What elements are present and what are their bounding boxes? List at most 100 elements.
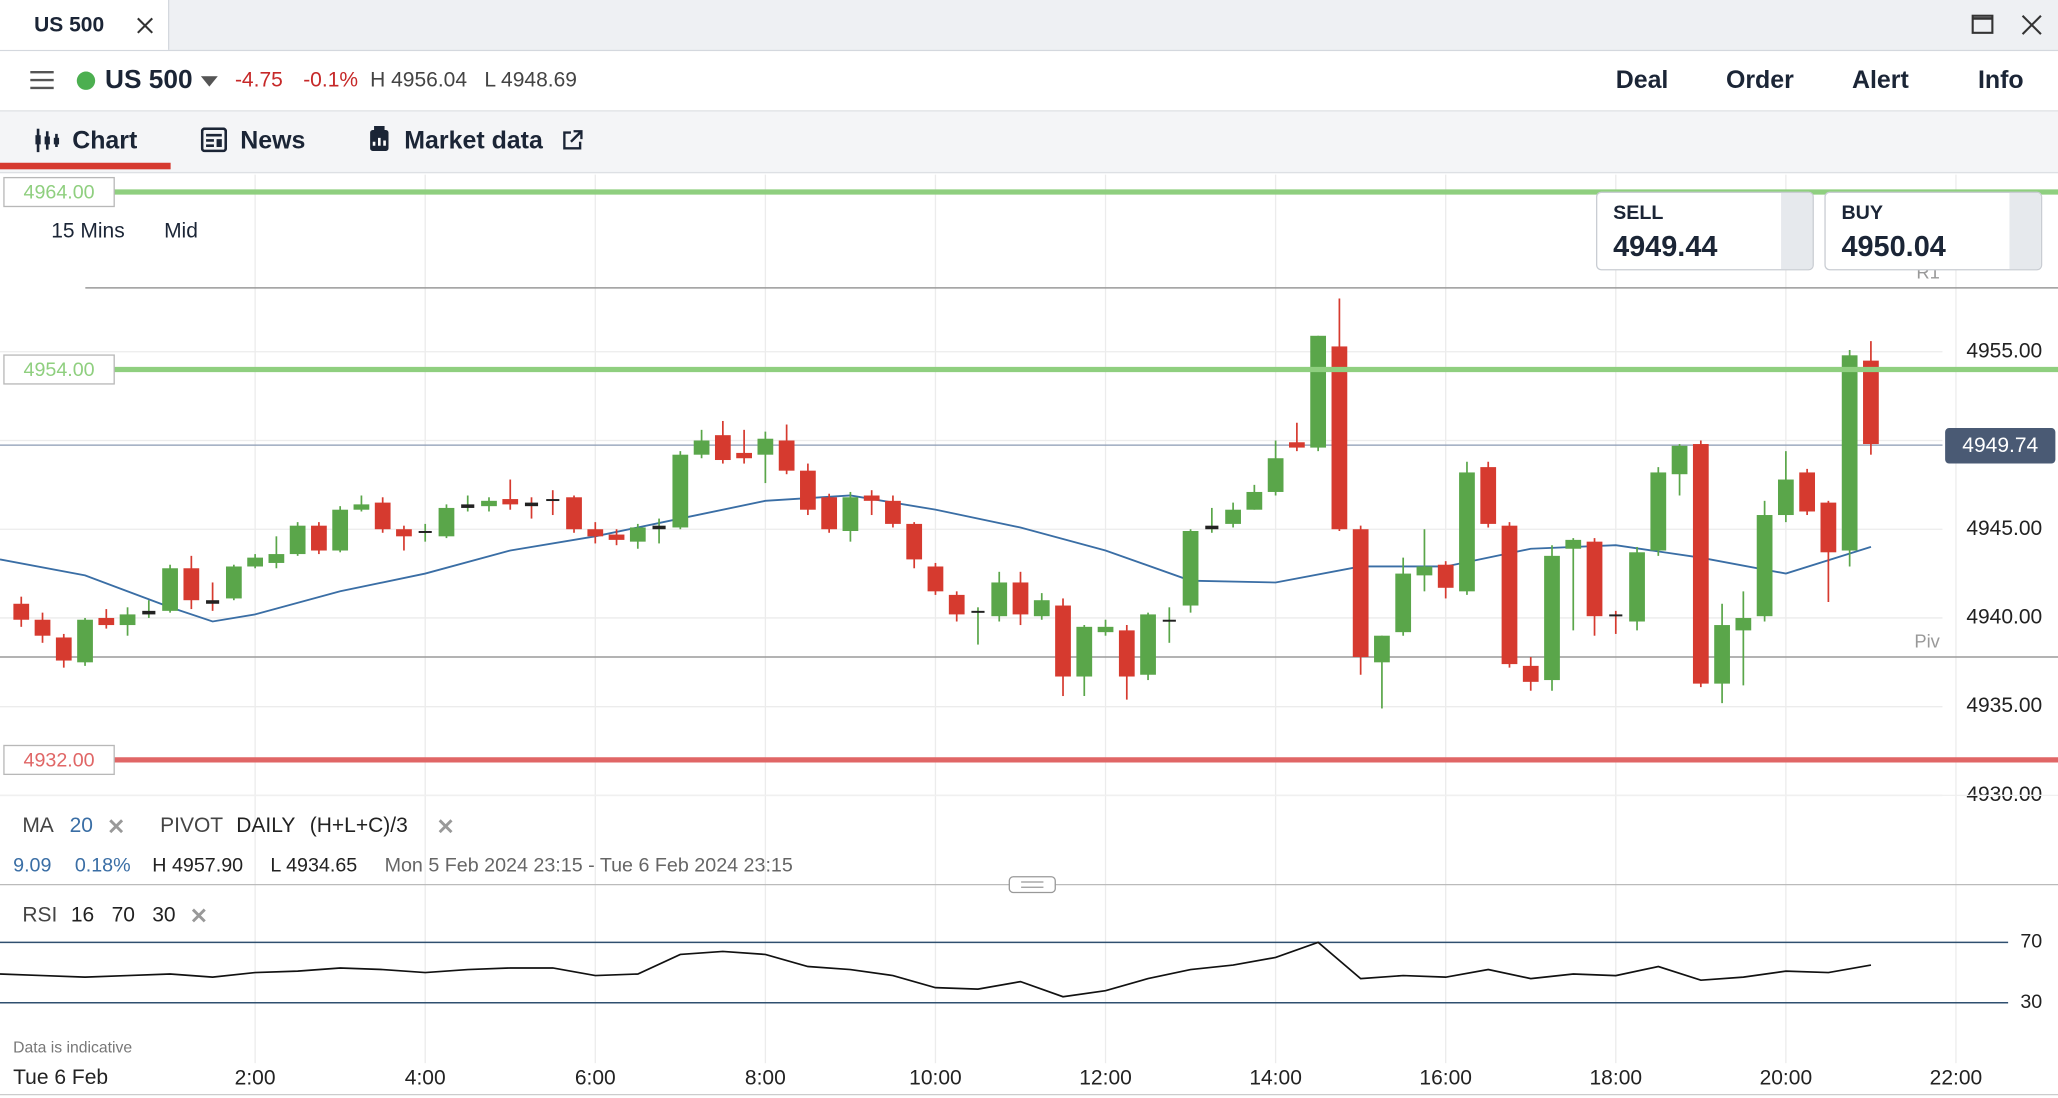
candle: [1331, 298, 1348, 532]
remove-icon[interactable]: [438, 819, 453, 834]
buy-button[interactable]: BUY 4950.04: [1824, 191, 2043, 271]
chart-icon: [35, 128, 60, 153]
candle: [1586, 538, 1603, 636]
candle: [1055, 598, 1071, 697]
candle-body: [1416, 566, 1433, 576]
candle-body: [1182, 531, 1199, 606]
candle-body: [1310, 335, 1327, 448]
rsi-tick-label: 70: [2020, 931, 2042, 953]
candle-body: [672, 454, 689, 528]
candle: [1609, 610, 1623, 634]
candle-body: [1162, 619, 1176, 622]
change-pct: -0.1%: [303, 69, 359, 92]
candle: [608, 529, 625, 546]
x-tick-label: 2:00: [235, 1066, 276, 1089]
candle-body: [800, 470, 816, 510]
pivot-formula[interactable]: (H+L+C)/3: [309, 815, 408, 838]
candle-body: [1671, 445, 1688, 475]
price-level-label: 4964.00: [24, 182, 95, 204]
rsi-label: RSI: [22, 904, 58, 927]
tab-news[interactable]: News: [240, 127, 306, 155]
candle-body: [353, 504, 370, 510]
candle: [1692, 440, 1709, 688]
tab-chart[interactable]: Chart: [72, 127, 138, 155]
x-tick-label: 14:00: [1249, 1066, 1302, 1089]
rsi-upper[interactable]: 70: [111, 904, 135, 927]
candle-body: [971, 610, 985, 613]
candle: [1374, 635, 1390, 709]
remove-icon[interactable]: [109, 819, 124, 834]
candle-body: [396, 529, 412, 537]
candle: [863, 490, 880, 516]
candle: [757, 431, 774, 484]
candle: [119, 607, 136, 636]
tab[interactable]: US 500: [0, 0, 170, 50]
candle: [268, 536, 285, 569]
tab-market-data[interactable]: Market data: [404, 127, 543, 155]
price-type[interactable]: Mid: [164, 220, 198, 243]
candle: [55, 633, 72, 668]
stat-low: L 4934.65: [270, 854, 358, 877]
candle-body: [546, 499, 560, 502]
candle-body: [736, 452, 752, 459]
candle: [247, 554, 263, 569]
candle: [206, 582, 220, 611]
hamburger-icon[interactable]: [30, 70, 54, 91]
candle: [1735, 591, 1752, 686]
pivot-period[interactable]: DAILY: [236, 815, 296, 838]
remove-icon[interactable]: [191, 908, 206, 923]
rsi-lower[interactable]: 30: [152, 904, 176, 927]
interval[interactable]: 15 Mins: [51, 220, 125, 243]
candle: [1756, 500, 1773, 622]
candle-body: [55, 637, 72, 661]
high: H 4956.04: [370, 69, 468, 92]
candle: [821, 493, 838, 533]
pivot-label: PIVOT: [160, 815, 224, 838]
candle-body: [1140, 614, 1156, 675]
candle-body: [1033, 600, 1050, 617]
candle: [1097, 619, 1114, 636]
x-tick-label: 18:00: [1590, 1066, 1643, 1089]
candle-body: [842, 497, 859, 532]
candle: [1033, 593, 1050, 620]
candle-body: [332, 509, 349, 551]
candle: [1671, 444, 1688, 496]
menu-item[interactable]: Info: [1977, 66, 2024, 95]
candle: [714, 420, 731, 464]
close-icon[interactable]: [137, 17, 154, 34]
candle-body: [608, 534, 625, 540]
candle: [736, 429, 752, 464]
last-price-box: [1945, 428, 2056, 464]
dropdown-icon[interactable]: [200, 76, 218, 87]
menu-item[interactable]: Deal: [1615, 66, 1669, 95]
maximize-icon[interactable]: [1971, 14, 1995, 35]
candle: [225, 564, 242, 601]
candle-body: [1374, 635, 1390, 663]
close-window-icon[interactable]: [2021, 14, 2042, 35]
sell-button[interactable]: SELL 4949.44: [1596, 191, 1814, 271]
candle: [906, 522, 923, 569]
candle-body: [991, 582, 1008, 617]
candle-body: [1756, 515, 1773, 617]
candle: [842, 491, 859, 542]
candle: [1820, 500, 1837, 602]
candle-body: [863, 495, 880, 501]
menu-item[interactable]: Order: [1725, 66, 1794, 95]
stat-change-pct: 0.18%: [74, 854, 131, 877]
candle: [1182, 529, 1199, 613]
candle: [396, 525, 412, 551]
candle: [1310, 335, 1327, 452]
rsi-period[interactable]: 16: [70, 904, 95, 927]
candle-body: [502, 499, 519, 505]
menu-item[interactable]: Alert: [1851, 66, 1909, 95]
candle: [1799, 468, 1816, 516]
candle-body: [1820, 502, 1837, 553]
candle: [502, 479, 519, 510]
candle-body: [1480, 467, 1497, 524]
ma-period[interactable]: 20: [69, 815, 93, 838]
candle: [1522, 657, 1539, 691]
instrument-name[interactable]: US 500: [105, 65, 193, 95]
candle-body: [927, 566, 944, 592]
candle: [374, 497, 391, 533]
